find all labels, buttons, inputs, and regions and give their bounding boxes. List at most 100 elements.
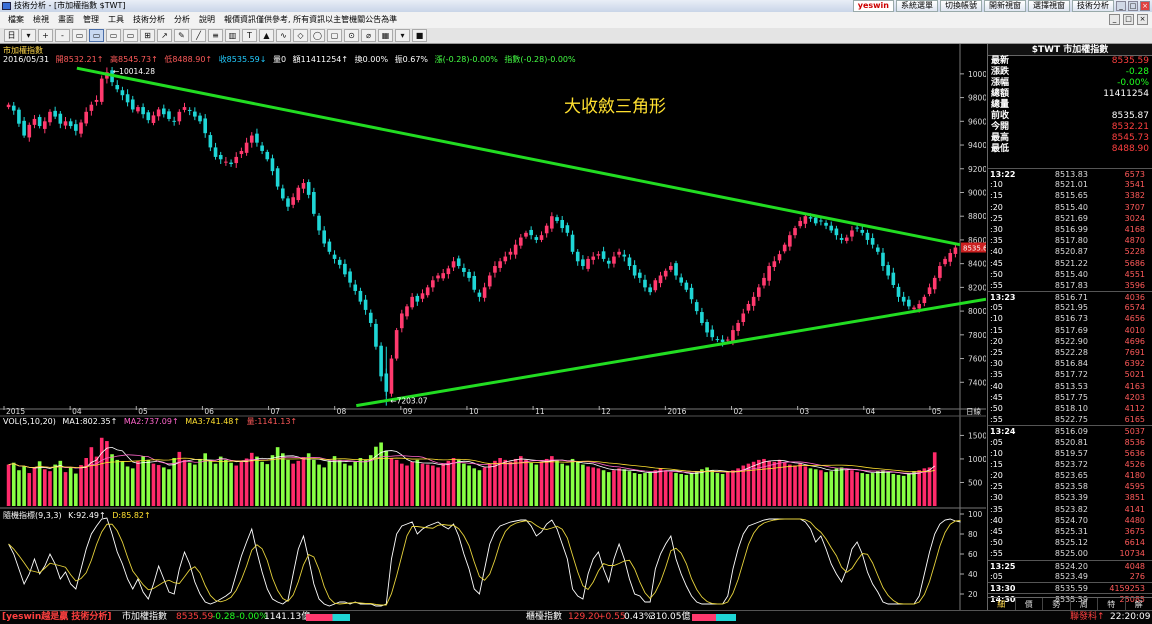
wave-icon[interactable]: ∿ — [276, 29, 291, 42]
period-dropdown-icon[interactable]: ▾ — [21, 29, 36, 42]
new-window-button[interactable]: 開新視窗 — [984, 0, 1026, 12]
menu-technical[interactable]: 技術分析 — [133, 15, 165, 24]
tick-price: 8516.73 — [1054, 314, 1088, 324]
tick-row[interactable]: :05 8523.49 276 — [988, 571, 1152, 582]
tick-row[interactable]: :20 8523.65 4180 — [988, 470, 1152, 481]
tick-row[interactable]: 13:23 8516.71 4036 — [988, 291, 1152, 302]
trendline-icon[interactable]: ╱ — [191, 29, 206, 42]
layout2-icon[interactable]: ▭ — [89, 29, 104, 42]
tick-row[interactable]: :30 8516.84 6392 — [988, 358, 1152, 369]
switch-account-button[interactable]: 切換帳號 — [940, 0, 982, 12]
menu-help[interactable]: 說明 — [199, 15, 215, 24]
tick-row[interactable]: :50 8515.40 4551 — [988, 269, 1152, 280]
tick-row[interactable]: :10 8521.01 3541 — [988, 179, 1152, 190]
layout3-icon[interactable]: ▭ — [106, 29, 121, 42]
eraser-icon[interactable]: ⌀ — [361, 29, 376, 42]
menu-analysis[interactable]: 分析 — [174, 15, 190, 24]
tick-row[interactable]: :35 8517.80 4870 — [988, 235, 1152, 246]
tick-row[interactable]: 14:30 8535.59 25085 — [988, 593, 1152, 604]
rectangle-icon[interactable]: ▢ — [327, 29, 342, 42]
tab-price[interactable]: 價 — [1016, 598, 1043, 610]
menu-tools[interactable]: 工具 — [108, 15, 124, 24]
tick-row[interactable]: :45 8521.22 5686 — [988, 258, 1152, 269]
price-ytick-label: 9600 — [968, 117, 986, 126]
select-window-button[interactable]: 選擇視窗 — [1028, 0, 1070, 12]
triangle-icon[interactable]: ▲ — [259, 29, 274, 42]
menu-file[interactable]: 檔案 — [8, 15, 24, 24]
period-day-button[interactable]: 日 — [4, 29, 19, 42]
menu-view[interactable]: 檢視 — [33, 15, 49, 24]
tick-row[interactable]: :15 8523.72 4526 — [988, 459, 1152, 470]
tick-row[interactable]: :30 8523.39 3851 — [988, 492, 1152, 503]
tick-row[interactable]: :25 8523.58 4595 — [988, 481, 1152, 492]
save-icon[interactable]: ■ — [412, 29, 427, 42]
tab-special[interactable]: 特 — [1098, 598, 1126, 610]
tick-row[interactable]: :40 8513.53 4163 — [988, 381, 1152, 392]
tick-row[interactable]: 13:22 8513.83 6573 — [988, 168, 1152, 179]
tick-row[interactable]: :20 8515.40 3707 — [988, 202, 1152, 213]
zoom-in-button[interactable]: + — [38, 29, 53, 42]
grid-icon[interactable]: ⊞ — [140, 29, 155, 42]
tick-row[interactable]: :50 8518.10 4112 — [988, 403, 1152, 414]
tick-row[interactable]: :05 8520.81 8536 — [988, 437, 1152, 448]
mdi-restore-icon[interactable]: □ — [1123, 14, 1134, 25]
chart-canvas[interactable]: 7400 7600 7800 8000 8200 8400 8600 8800 9000 9200… — [0, 44, 992, 610]
tick-row[interactable]: :15 8517.69 4010 — [988, 325, 1152, 336]
mdi-minimize-icon[interactable]: _ — [1109, 14, 1120, 25]
tick-row[interactable]: :40 8520.87 5228 — [988, 246, 1152, 257]
circle-icon[interactable]: ◯ — [310, 29, 325, 42]
yeswin-button[interactable]: yeswin — [852, 0, 894, 12]
tick-row[interactable]: :35 8517.72 5021 — [988, 369, 1152, 380]
tick-table[interactable]: 13:22 8513.83 6573:10 8521.01 3541:15 8515.65… — [988, 168, 1152, 604]
tick-row[interactable]: :55 8522.75 6165 — [988, 414, 1152, 425]
tick-row[interactable]: :30 8516.99 4168 — [988, 224, 1152, 235]
tick-row[interactable]: 13:30 8535.59 4159253 — [988, 581, 1152, 593]
tab-explain[interactable]: 解 — [1126, 598, 1152, 610]
zoom-out-button[interactable]: - — [55, 29, 70, 42]
layout4-icon[interactable]: ▭ — [123, 29, 138, 42]
lines-icon[interactable]: ≡ — [208, 29, 223, 42]
tick-time: :10 — [990, 314, 1003, 324]
tick-row[interactable]: :50 8525.12 6614 — [988, 537, 1152, 548]
indicator-dropdown-icon[interactable]: ▾ — [395, 29, 410, 42]
tab-detail[interactable]: 細 — [988, 598, 1016, 610]
tab-trend[interactable]: 勢 — [1043, 598, 1071, 610]
mdi-close-icon[interactable]: × — [1137, 14, 1148, 25]
pen-icon[interactable]: ✎ — [174, 29, 189, 42]
candle-body — [17, 109, 21, 124]
system-menu-button[interactable]: 系統選單 — [896, 0, 938, 12]
diamond-icon[interactable]: ◇ — [293, 29, 308, 42]
layout1-icon[interactable]: ▭ — [72, 29, 87, 42]
close-icon[interactable]: × — [1140, 1, 1150, 11]
target-icon[interactable]: ⊙ — [344, 29, 359, 42]
tick-row[interactable]: :40 8524.70 4480 — [988, 515, 1152, 526]
chart-area[interactable]: 7400 7600 7800 8000 8200 8400 8600 8800 9000 9200… — [0, 44, 992, 610]
tick-row[interactable]: :35 8523.82 4141 — [988, 504, 1152, 515]
tick-row[interactable]: :10 8519.57 5636 — [988, 448, 1152, 459]
tick-row[interactable]: :45 8525.31 3675 — [988, 526, 1152, 537]
maximize-icon[interactable]: □ — [1128, 1, 1138, 11]
indicator-grid-icon[interactable]: ▦ — [378, 29, 393, 42]
arrow-icon[interactable]: ↗ — [157, 29, 172, 42]
tick-row[interactable]: :45 8517.75 4203 — [988, 392, 1152, 403]
tick-row[interactable]: 13:25 8524.20 4048 — [988, 559, 1152, 571]
tick-row[interactable]: :55 8525.00 10734 — [988, 548, 1152, 559]
tick-row[interactable]: :55 8517.83 3596 — [988, 280, 1152, 291]
x-tick-label: 03 — [800, 407, 810, 416]
volume-bar — [612, 470, 616, 506]
tick-row[interactable]: :20 8522.90 4696 — [988, 336, 1152, 347]
bars-icon[interactable]: ▥ — [225, 29, 240, 42]
tick-row[interactable]: :05 8521.95 6574 — [988, 302, 1152, 313]
tick-row[interactable]: :25 8522.28 7691 — [988, 347, 1152, 358]
tick-row[interactable]: :15 8515.65 3382 — [988, 190, 1152, 201]
tab-week[interactable]: 周 — [1071, 598, 1098, 610]
tick-row[interactable]: :10 8516.73 4656 — [988, 313, 1152, 324]
technical-analysis-button[interactable]: 技術分析 — [1072, 0, 1114, 12]
text-icon[interactable]: T — [242, 29, 257, 42]
tick-row[interactable]: :25 8521.69 3024 — [988, 213, 1152, 224]
menu-manage[interactable]: 管理 — [83, 15, 99, 24]
candle-body — [79, 122, 83, 134]
tick-row[interactable]: 13:24 8516.09 5037 — [988, 425, 1152, 436]
minimize-icon[interactable]: _ — [1116, 1, 1126, 11]
menu-screen[interactable]: 畫面 — [58, 15, 74, 24]
